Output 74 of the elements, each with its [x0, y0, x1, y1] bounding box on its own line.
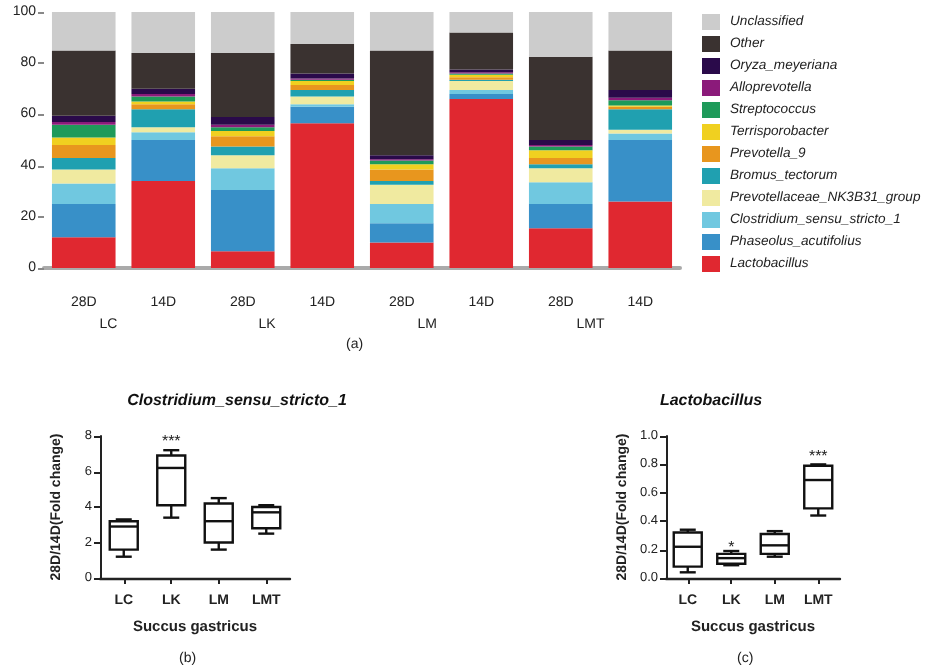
- annotation: ***: [161, 432, 181, 451]
- bar: [449, 99, 514, 268]
- bar: [131, 127, 196, 133]
- bar: [369, 184, 434, 204]
- bar: [608, 100, 673, 106]
- bar: [51, 204, 116, 238]
- bar: [51, 169, 116, 184]
- bar: [131, 132, 196, 140]
- bar: [210, 116, 275, 125]
- bar: [528, 204, 593, 229]
- bar: [210, 168, 275, 190]
- bar: [290, 84, 355, 91]
- annotation: ***: [808, 446, 828, 465]
- bar: [131, 52, 196, 89]
- bar: [369, 50, 434, 156]
- bar: [449, 12, 514, 33]
- bar: [449, 93, 514, 100]
- bar: [131, 140, 196, 181]
- bar: [210, 146, 275, 156]
- bar: [369, 223, 434, 243]
- bar: [608, 12, 673, 51]
- bar: [528, 150, 593, 158]
- bar: [290, 106, 355, 124]
- bar: [210, 52, 275, 117]
- bar: [449, 32, 514, 70]
- bar: [369, 12, 434, 51]
- bar: [131, 88, 196, 94]
- bar: [51, 137, 116, 146]
- bar: [51, 145, 116, 158]
- chart-title: Clostridium_sensu_stricto_1: [127, 391, 348, 409]
- bar: [369, 169, 434, 181]
- bar: [528, 168, 593, 183]
- bar: [528, 182, 593, 204]
- bar: [210, 131, 275, 137]
- bar: [369, 204, 434, 224]
- bar: [51, 237, 116, 268]
- bar: [290, 90, 355, 97]
- bar: [51, 50, 116, 116]
- bar: [528, 157, 593, 165]
- bar: [608, 90, 673, 98]
- bar: [528, 56, 593, 140]
- bar: [131, 180, 196, 268]
- bar: [51, 115, 116, 123]
- bar: [449, 81, 514, 91]
- bar: [528, 228, 593, 268]
- bar: [608, 140, 673, 202]
- bar: [608, 50, 673, 91]
- bar: [51, 12, 116, 51]
- bar: [290, 123, 355, 268]
- bar: [51, 157, 116, 170]
- bar: [528, 140, 593, 146]
- chart-title: Lactobacillus: [659, 391, 764, 409]
- annotation: *: [728, 537, 735, 556]
- bar: [290, 73, 355, 79]
- bar: [369, 164, 434, 170]
- bar: [51, 183, 116, 204]
- bar: [51, 124, 116, 138]
- bar: [131, 12, 196, 53]
- bar: [210, 155, 275, 169]
- bar: [290, 96, 355, 105]
- bar: [290, 12, 355, 44]
- bar: [131, 109, 196, 128]
- bar: [290, 44, 355, 74]
- bar: [210, 136, 275, 147]
- bar: [131, 104, 196, 110]
- bar: [131, 96, 196, 102]
- bar: [528, 12, 593, 57]
- bar: [210, 251, 275, 268]
- bar: [210, 189, 275, 252]
- bar: [210, 12, 275, 53]
- bar: [608, 201, 673, 268]
- bar: [608, 109, 673, 130]
- bar: [608, 133, 673, 140]
- bar: [369, 242, 434, 268]
